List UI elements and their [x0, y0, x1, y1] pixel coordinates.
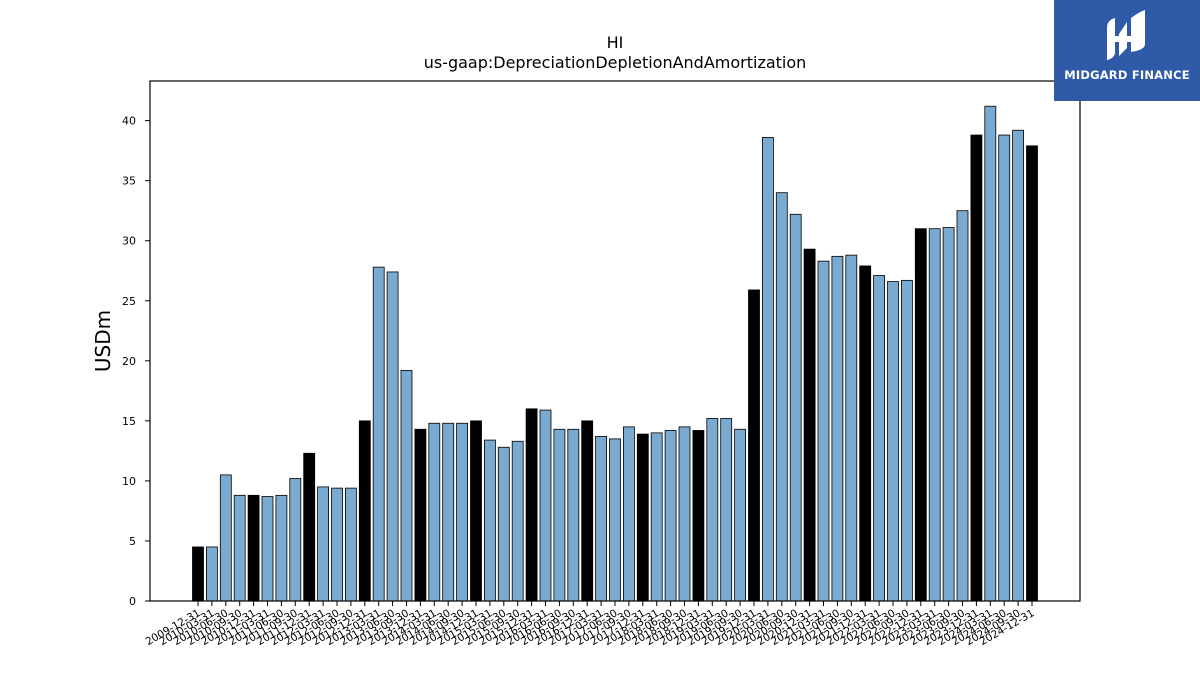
bar-2017-12-31 — [636, 433, 649, 602]
bar-2019-12-31 — [748, 289, 760, 602]
bar-2021-06-30 — [831, 255, 844, 602]
bar-2022-06-30 — [887, 281, 899, 602]
bar-2016-03-31 — [539, 409, 552, 602]
bar-2019-06-30 — [720, 418, 733, 602]
bar-2022-12-31 — [914, 228, 927, 602]
bar-2013-09-30 — [400, 370, 413, 602]
y-tick-label: 30 — [122, 235, 136, 248]
bar-2015-09-30 — [511, 440, 524, 602]
bar-2011-09-30 — [289, 478, 302, 602]
bar-2024-06-30 — [998, 134, 1011, 602]
brand-logo: MIDGARD FINANCE — [1054, 0, 1200, 101]
bar-2022-09-30 — [901, 279, 913, 602]
y-axis-label: USDm — [91, 310, 115, 372]
bar-2013-06-30 — [386, 271, 399, 602]
chart-subtitle: us-gaap:DepreciationDepletionAndAmortiza… — [424, 53, 807, 72]
bar-2020-03-31 — [762, 137, 774, 602]
bar-2010-06-30 — [219, 474, 232, 602]
bar-2010-03-31 — [205, 546, 218, 602]
bar-2009-12-31 — [192, 546, 204, 602]
bar-2017-06-30 — [609, 438, 621, 602]
y-tick-label: 35 — [122, 175, 136, 188]
y-tick-label: 25 — [122, 295, 136, 308]
bar-2014-03-31 — [428, 422, 441, 602]
bar-2017-03-31 — [595, 436, 607, 602]
bar-2021-09-30 — [845, 254, 858, 602]
bar-2012-09-30 — [344, 487, 357, 602]
bar-2018-03-31 — [650, 432, 663, 602]
bar-2017-09-30 — [623, 426, 635, 602]
bar-2016-09-30 — [567, 428, 580, 602]
bar-2020-12-31 — [803, 248, 816, 602]
bar-2011-06-30 — [275, 494, 288, 602]
bar-2011-12-31 — [303, 452, 316, 602]
bar-2023-09-30 — [956, 210, 969, 602]
bar-2023-12-31 — [970, 134, 983, 602]
bar-2018-09-30 — [678, 426, 691, 602]
bar-2013-03-31 — [372, 266, 385, 602]
bar-2016-06-30 — [553, 428, 566, 602]
bar-2011-03-31 — [261, 496, 274, 602]
bar-2024-12-31 — [1026, 145, 1038, 602]
bar-2010-09-30 — [233, 494, 246, 602]
bar-2015-06-30 — [497, 446, 510, 602]
y-tick-label: 15 — [122, 415, 136, 428]
bar-2023-06-30 — [942, 227, 955, 602]
brand-name: MIDGARD FINANCE — [1064, 68, 1190, 82]
bar-2014-12-31 — [470, 420, 482, 602]
bar-2018-12-31 — [692, 430, 705, 602]
bar-2024-09-30 — [1012, 129, 1024, 602]
bar-series — [192, 105, 1038, 602]
bar-2022-03-31 — [873, 275, 885, 602]
bar-2019-03-31 — [706, 418, 719, 602]
bar-2015-03-31 — [483, 439, 496, 602]
bar-2016-12-31 — [581, 420, 594, 602]
y-axis-ticks: 0 5 10 15 20 25 30 35 40 — [122, 115, 150, 608]
bar-2020-06-30 — [775, 192, 788, 602]
bar-2012-12-31 — [358, 420, 371, 602]
bar-2014-06-30 — [442, 422, 455, 602]
midgard-logo-icon — [1107, 10, 1145, 60]
bar-2010-12-31 — [247, 494, 260, 602]
y-tick-label: 20 — [122, 355, 136, 368]
bar-2024-03-31 — [984, 105, 997, 602]
bar-2013-12-31 — [414, 428, 427, 602]
x-axis-ticks: 2009-12-312010-03-312010-06-302010-09-30… — [144, 601, 1037, 648]
y-tick-label: 10 — [122, 475, 136, 488]
bar-2021-12-31 — [859, 265, 872, 602]
bar-2019-09-30 — [734, 428, 746, 602]
plot-frame — [149, 80, 1081, 602]
bar-2015-12-31 — [525, 408, 538, 602]
bar-2021-03-31 — [817, 260, 830, 602]
bar-2014-09-30 — [456, 422, 469, 602]
bar-2018-06-30 — [664, 430, 677, 602]
y-tick-label: 40 — [122, 115, 136, 128]
bar-2012-03-31 — [317, 486, 330, 602]
y-tick-label: 0 — [129, 595, 136, 608]
y-tick-label: 5 — [129, 535, 136, 548]
bar-2012-06-30 — [331, 487, 343, 602]
bar-2023-03-31 — [928, 228, 941, 602]
chart-title: HI — [607, 33, 624, 52]
bar-2020-09-30 — [789, 213, 802, 602]
